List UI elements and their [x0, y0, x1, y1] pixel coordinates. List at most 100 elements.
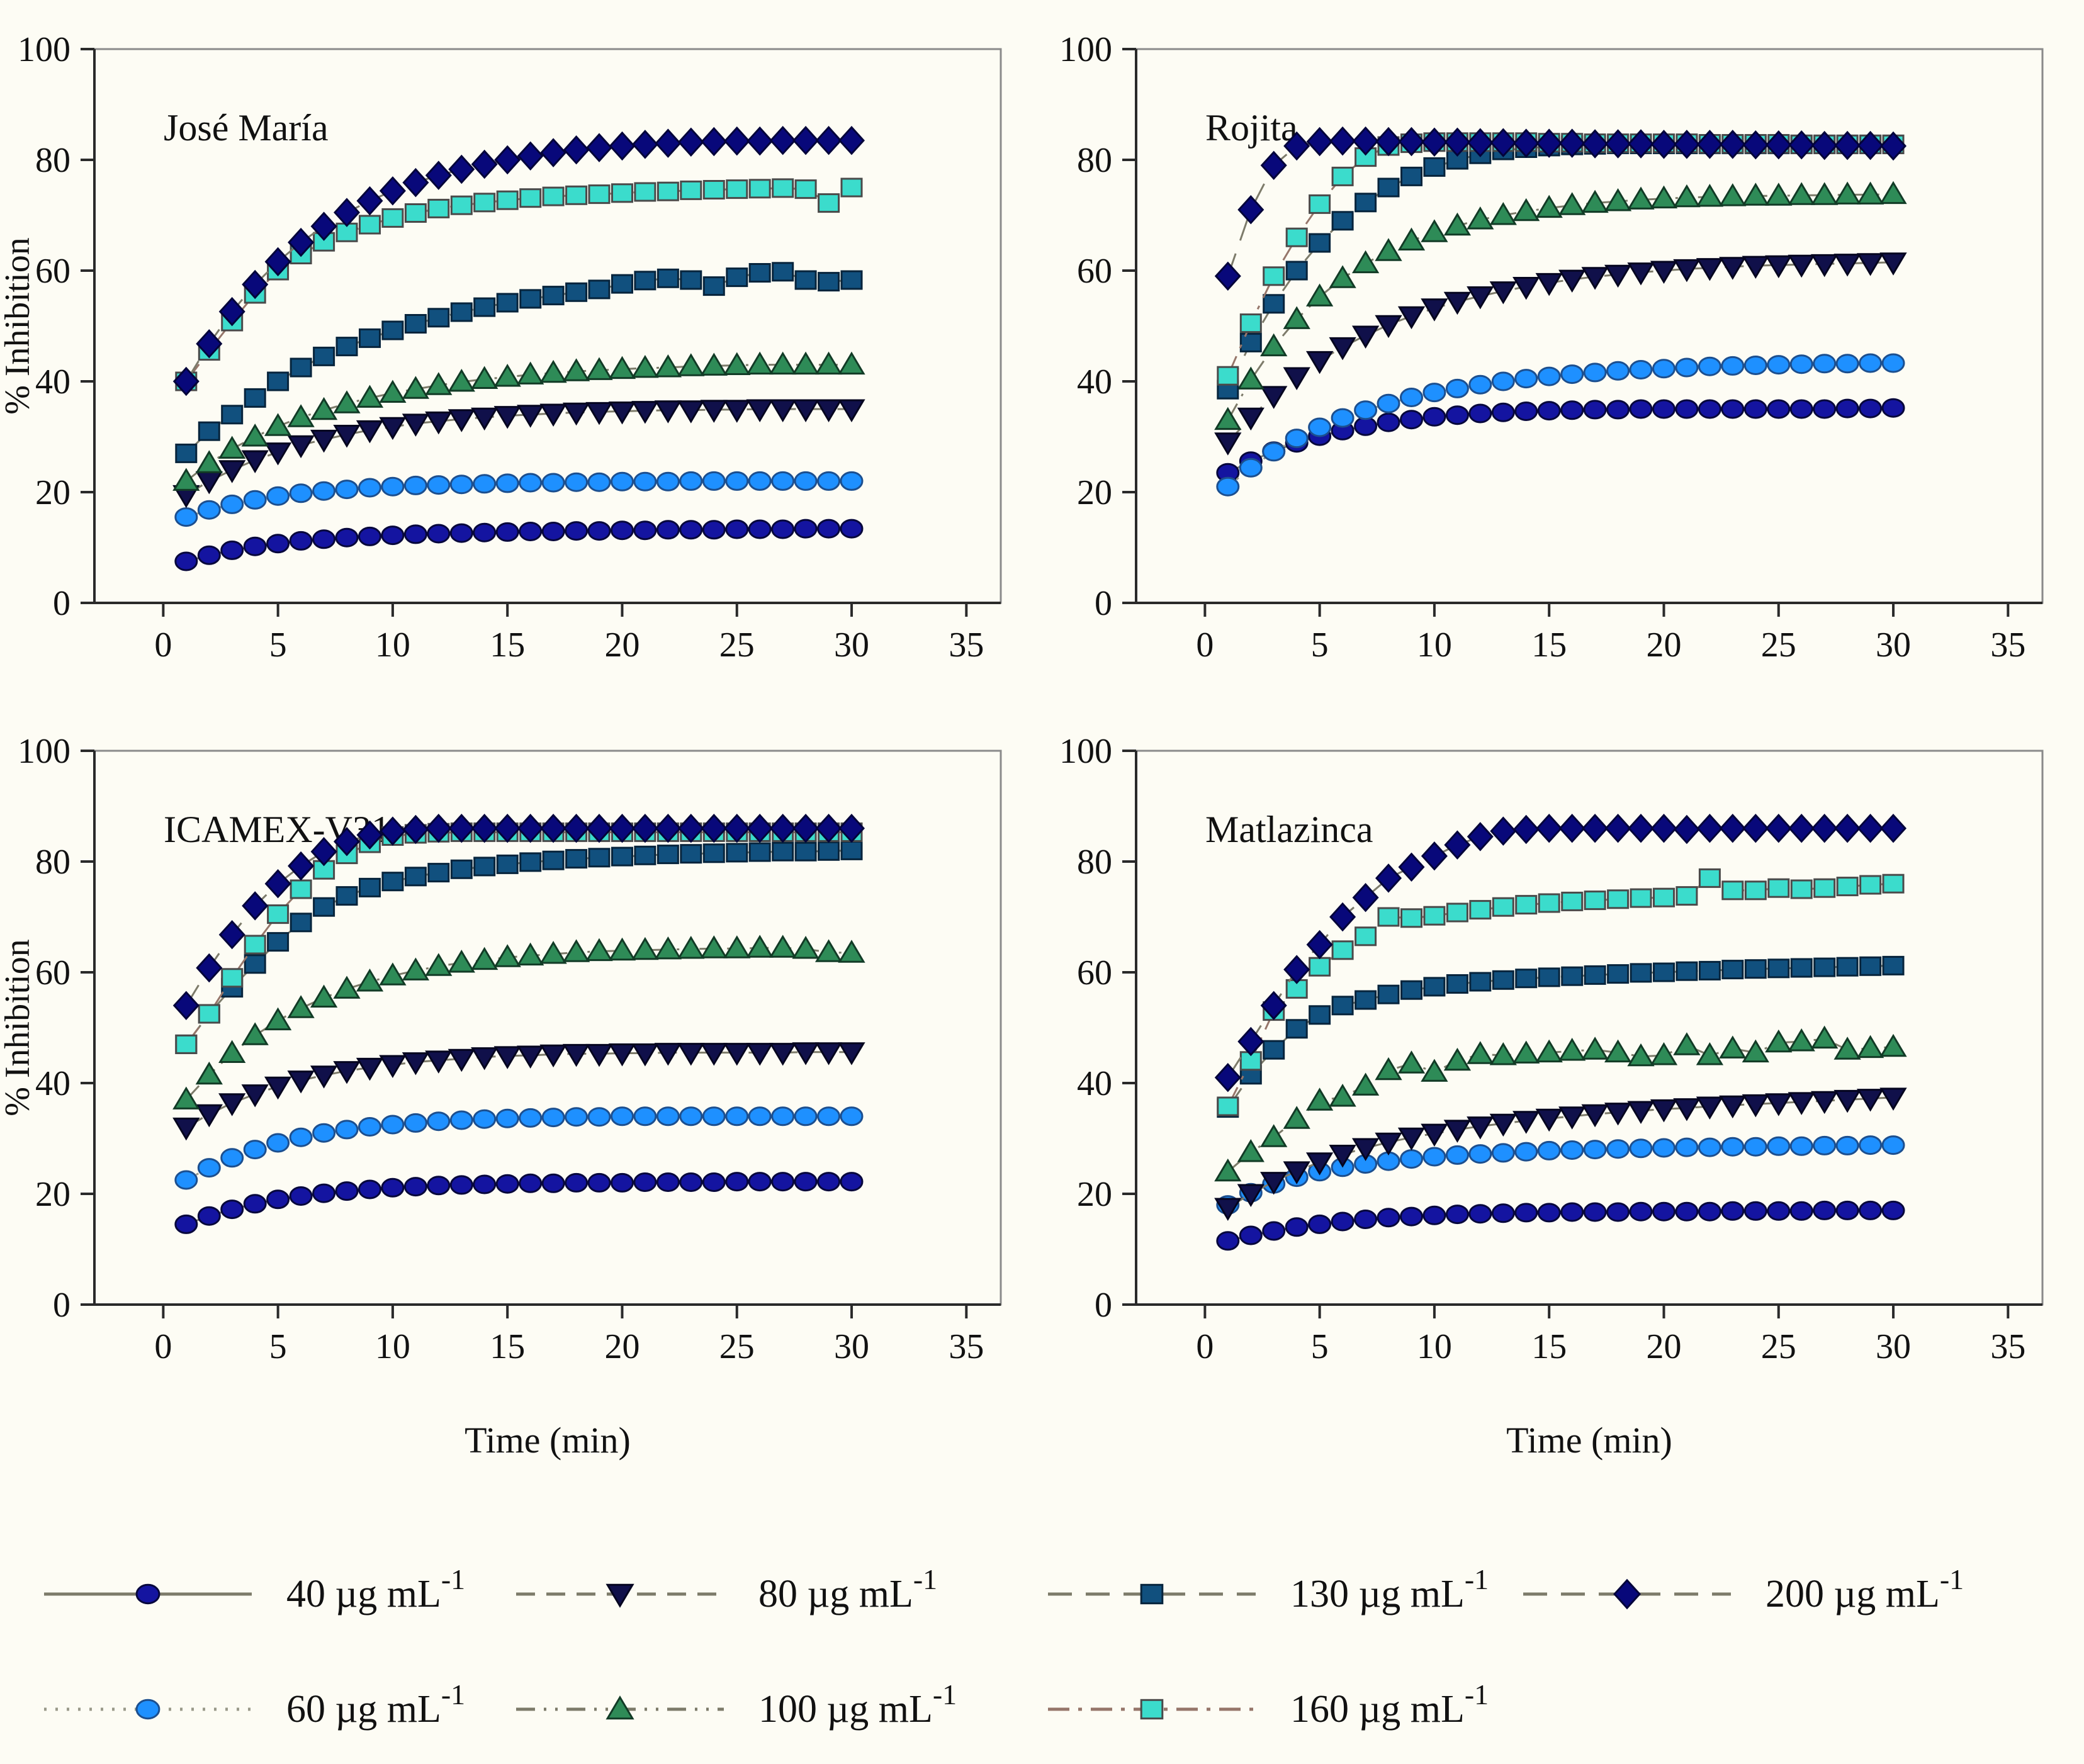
marker-c40 [312, 1183, 336, 1203]
marker-c60 [358, 478, 381, 498]
marker-c60 [1629, 360, 1653, 379]
marker-c60 [1675, 357, 1699, 378]
marker-c60 [312, 481, 336, 501]
marker-c60 [1422, 383, 1446, 403]
marker-c200 [448, 154, 475, 184]
marker-c130 [1263, 294, 1285, 314]
marker-c130 [496, 854, 519, 874]
y-tick-label: 40 [35, 1064, 70, 1103]
marker-c80 [700, 400, 728, 423]
marker-c40 [243, 1194, 267, 1214]
marker-c60 [748, 1106, 772, 1126]
legend-svg: 40 µg mL-1 80 µg mL-1 130 µg mL-1 200 µg mL… [44, 1563, 1964, 1731]
marker-c200 [1765, 130, 1792, 160]
y-tick-label: 0 [53, 1286, 70, 1325]
marker-c200 [1467, 128, 1494, 157]
marker-c60 [1308, 417, 1332, 437]
chart-svg: 0 5 10 15 20 25 30 35 0 20 40 60 80 100 José María % In… [0, 30, 1002, 665]
marker-c40 [197, 545, 221, 565]
marker-c200 [1398, 852, 1425, 882]
marker-c130 [1285, 1019, 1308, 1039]
marker-c130 [473, 297, 496, 317]
marker-c40 [495, 522, 519, 542]
marker-c100 [723, 935, 751, 958]
marker-c60 [1560, 364, 1584, 385]
marker-c40 [1606, 400, 1630, 420]
marker-c100 [1535, 1039, 1563, 1063]
marker-c130 [335, 886, 358, 906]
marker-c100 [1305, 283, 1334, 306]
marker-c130 [221, 405, 244, 425]
marker-c200 [1879, 813, 1907, 843]
chart-rojita: 0 5 10 15 20 25 30 35 0 20 40 60 80 100 Rojita [1042, 5, 2084, 707]
marker-c100 [1765, 1029, 1793, 1053]
marker-c100 [654, 354, 682, 378]
marker-c100 [1833, 1036, 1861, 1060]
marker-c200 [655, 128, 682, 158]
marker-c100 [1879, 1033, 1907, 1057]
marker-c80 [1421, 298, 1448, 322]
marker-c100 [654, 936, 682, 960]
marker-c100 [218, 1040, 246, 1063]
marker-c60 [771, 471, 795, 491]
marker-c100 [631, 936, 659, 960]
marker-c80 [1512, 1111, 1540, 1134]
x-tick-label: 30 [834, 626, 869, 665]
marker-c200 [1329, 902, 1356, 932]
x-tick-label: 25 [719, 626, 755, 665]
marker-c80 [1489, 1113, 1517, 1137]
marker-c160 [496, 190, 519, 210]
y-tick-label: 0 [1095, 584, 1112, 623]
series-line-c130 [1227, 964, 1894, 1109]
marker-c160 [427, 198, 450, 218]
marker-c80 [723, 400, 751, 423]
marker-c40 [1400, 1206, 1423, 1227]
marker-c100 [1467, 1041, 1494, 1064]
marker-c100 [838, 940, 865, 963]
marker-c200 [1742, 130, 1769, 160]
marker-c130 [427, 308, 450, 328]
marker-c60 [243, 490, 267, 510]
marker-c200 [1375, 126, 1402, 157]
marker-c40 [1675, 1201, 1699, 1222]
marker-c80 [1375, 1132, 1402, 1156]
marker-c130 [1813, 957, 1836, 977]
marker-c60 [840, 1106, 864, 1126]
chart-svg: 0 5 10 15 20 25 30 35 0 20 40 60 80 100 Matlazinca Time… [1059, 732, 2044, 1461]
marker-c100 [1237, 366, 1264, 390]
marker-c80 [1581, 1104, 1609, 1128]
marker-c200 [677, 127, 704, 157]
marker-c80 [1604, 1103, 1632, 1126]
x-tick-label: 0 [154, 626, 172, 665]
marker-c80 [1260, 1172, 1288, 1195]
marker-c80 [1237, 407, 1264, 431]
marker-c130 [519, 852, 542, 872]
x-tick-label: 35 [1990, 626, 2025, 665]
marker-c200 [1558, 128, 1586, 158]
marker-c160 [1653, 887, 1675, 907]
x-tick-label: 5 [1311, 626, 1329, 665]
marker-c100 [1627, 186, 1655, 210]
marker-c200 [333, 827, 361, 857]
marker-c80 [517, 405, 544, 428]
marker-c200 [402, 814, 429, 845]
marker-c160 [1355, 926, 1377, 947]
marker-c130 [290, 913, 312, 933]
marker-c100 [1305, 1087, 1334, 1111]
marker-c160 [244, 935, 266, 955]
marker-c80 [539, 403, 567, 427]
marker-c80 [1650, 261, 1678, 284]
marker-c60 [1445, 1145, 1469, 1165]
marker-c40 [817, 1172, 841, 1192]
marker-c60 [541, 473, 565, 493]
marker-c130 [1721, 960, 1744, 980]
marker-c80 [1696, 258, 1724, 281]
marker-c60 [1537, 1140, 1561, 1160]
marker-c100 [1765, 183, 1793, 206]
marker-c80 [1719, 257, 1747, 280]
x-tick-label: 5 [269, 626, 287, 665]
marker-c130 [313, 346, 335, 366]
marker-c200 [540, 138, 567, 167]
marker-c100 [1421, 1059, 1448, 1082]
marker-c80 [1283, 1161, 1310, 1184]
